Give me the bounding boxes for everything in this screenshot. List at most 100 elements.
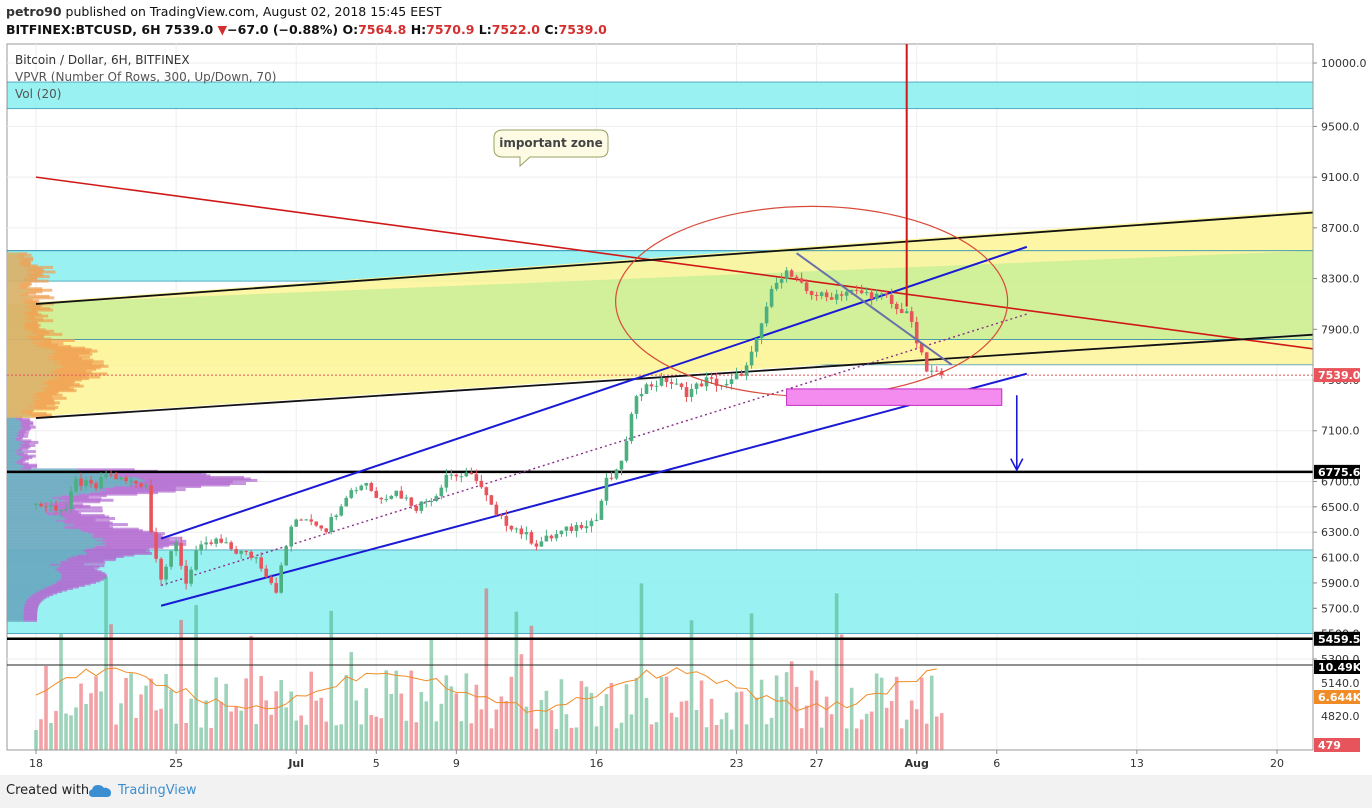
vpvr-row-up [7,545,94,549]
volume-tick-label: 4820.0 [1321,710,1360,723]
vpvr-row-up [7,297,22,301]
vpvr-row-down [23,618,38,622]
vpvr-row-up [7,585,47,589]
vpvr-row-up [7,310,24,314]
candle-body [539,541,544,547]
vpvr-row-down [18,453,28,457]
vpvr-row-up [7,259,20,263]
vpvr-row-up [7,608,24,612]
line-channel-bottom [160,372,1028,607]
volume-bar [539,699,544,750]
vpvr-row-up [7,282,21,286]
vpvr-row-down [24,325,39,329]
vpvr-row-down [137,475,244,479]
vpvr-row-down [22,291,36,295]
volume-bar [129,673,133,750]
symbol-label: BITFINEX:BTCUSD, 6H [6,22,161,37]
vpvr-row-up [7,307,31,311]
volume-bar [464,673,469,750]
vpvr-row-down [21,408,34,412]
volume-bar [434,721,439,750]
vpvr-row-up [7,521,66,525]
vpvr-row-down [26,272,43,276]
vpvr-row-down [24,603,39,607]
vpvr-row-up [7,290,27,294]
volume-bar [684,700,689,750]
vpvr-row-up [7,451,17,455]
vpvr-row-up [7,369,51,373]
vpvr-row-up [7,600,26,604]
price-chart[interactable]: Bitcoin / Dollar, 6H, BITFINEX VPVR (Num… [0,0,1372,775]
volume-bar [59,633,63,750]
vpvr-row-up [7,337,32,341]
candle-body [904,311,909,314]
vpvr-row-up [7,512,48,516]
vpvr-row-down [24,326,40,330]
vpvr-row-down [20,456,33,460]
tradingview-cloud-icon[interactable] [88,783,112,799]
candle-body [134,480,138,484]
vpvr-row-down [18,447,29,451]
legend-vpvr[interactable]: VPVR (Number Of Rows, 300, Up/Down, 70) [15,70,276,84]
volume-bar [79,683,83,750]
volume-bar [724,712,729,750]
vpvr-row-up [7,495,52,499]
vpvr-row-down [81,529,143,533]
vpvr-row-down [101,541,179,545]
target-arrow-icon [1010,458,1024,472]
candle-body [639,393,644,397]
volume-bar [114,724,118,750]
time-tick-label: 18 [29,757,43,770]
vpvr-row-down [48,378,82,382]
vpvr-row-down [17,430,26,434]
vpvr-row-down [47,383,80,387]
candle-body [374,490,379,498]
vpvr-row-down [105,539,187,543]
vpvr-row-down [103,536,183,540]
vpvr-row-down [22,443,36,447]
volume-bar [889,701,894,750]
vpvr-row-down [49,583,85,587]
volume-label-text: 6.644K [1318,691,1362,704]
volume-bar [89,693,93,750]
vpvr-row-down [19,284,30,288]
important-zone-callout[interactable]: important zone [493,129,609,168]
vpvr-row-up [7,603,25,607]
candle-body [924,352,929,372]
volume-bar [94,676,98,750]
vpvr-row-up [7,565,58,569]
vpvr-row-up [7,404,29,408]
candle-body [824,292,829,298]
vpvr-row-down [15,416,23,420]
vpvr-row-down [105,488,186,492]
candle-body [834,294,839,300]
time-axis[interactable]: 18 25 Jul 5 9 16 23 27 Aug 6 13 20 [7,749,1313,770]
vpvr-row-up [7,507,45,511]
author-name[interactable]: petro90 [6,4,62,19]
volume-bar [54,710,58,750]
vpvr-row-up [7,617,24,621]
vpvr-row-up [7,256,22,260]
volume-bar [534,728,539,750]
price-tick-label: 8700.0 [1321,222,1360,235]
candle-body [404,497,409,499]
volume-bar [174,723,178,750]
vpvr-row-up [7,316,23,320]
vpvr-row-up [7,501,43,505]
candle-body [269,576,273,584]
tradingview-brand-link[interactable]: TradingView [118,783,197,798]
candle-body [514,528,519,530]
vpvr-row-down [79,527,139,531]
candle-body [799,278,804,283]
legend-vol[interactable]: Vol (20) [15,87,61,101]
vpvr-row-down [85,550,151,554]
candle-body [244,551,248,553]
vpvr-row-up [7,440,25,444]
candle-body [249,551,253,558]
candle-body [444,474,449,488]
volume-bar [74,707,78,750]
vpvr-row-up [7,559,61,563]
vpvr-row-down [44,507,75,511]
vpvr-row-up [7,349,57,353]
vpvr-row-up [7,268,28,272]
